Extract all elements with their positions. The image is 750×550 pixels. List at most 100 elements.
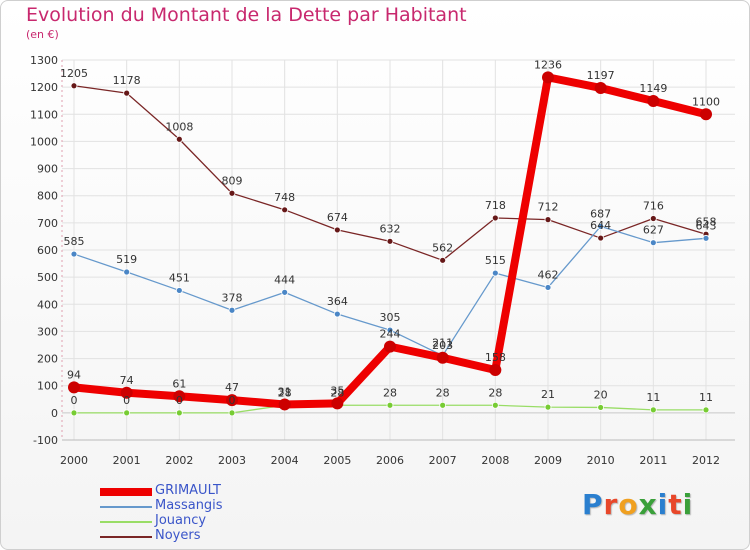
data-label-noyers: 809 (222, 174, 243, 187)
data-label-grimault: 94 (67, 368, 81, 381)
x-tick-label: 2012 (692, 454, 720, 467)
data-label-massangis: 627 (643, 224, 664, 237)
x-tick-label: 2004 (271, 454, 299, 467)
data-label-noyers: 644 (590, 219, 611, 232)
legend-label: Noyers (155, 528, 201, 543)
data-point-grimault (700, 108, 712, 121)
y-tick-label: 1100 (30, 108, 58, 121)
data-label-noyers: 712 (538, 201, 559, 214)
data-point-jouancy (439, 401, 447, 409)
legend-label: Jouancy (155, 513, 207, 528)
data-label-noyers: 1008 (165, 120, 193, 133)
x-tick-label: 2001 (113, 454, 141, 467)
data-point-massangis (333, 310, 341, 318)
x-tick-label: 2002 (165, 454, 193, 467)
data-point-grimault (68, 381, 80, 394)
data-label-noyers: 632 (380, 222, 401, 235)
data-label-grimault: 1236 (534, 58, 562, 71)
y-tick-label: 0 (51, 407, 58, 420)
data-label-massangis: 451 (169, 271, 190, 284)
data-label-massangis: 378 (222, 291, 243, 304)
data-label-grimault: 61 (172, 377, 186, 390)
data-label-noyers: 562 (432, 241, 453, 254)
y-tick-label: 1000 (30, 135, 58, 148)
data-point-noyers (228, 189, 236, 197)
data-label-massangis: 585 (64, 235, 85, 248)
data-label-noyers: 674 (327, 211, 348, 224)
data-label-grimault: 74 (120, 374, 134, 387)
legend-swatch (100, 488, 152, 496)
x-tick-label: 2005 (323, 454, 351, 467)
data-label-noyers: 1205 (60, 67, 88, 80)
data-point-massangis (597, 222, 605, 230)
legend-swatch (100, 521, 152, 523)
data-point-jouancy (544, 403, 552, 411)
x-tick-label: 2008 (481, 454, 509, 467)
data-point-jouancy (228, 409, 236, 417)
y-tick-label: 400 (37, 298, 58, 311)
data-point-grimault (173, 390, 186, 403)
data-point-grimault (489, 363, 502, 376)
data-label-massangis: 515 (485, 254, 506, 267)
data-point-jouancy (123, 409, 131, 417)
data-label-grimault: 244 (380, 328, 401, 341)
logo-letter: o (618, 488, 639, 521)
legend-label: Massangis (155, 498, 223, 513)
data-label-jouancy: 11 (646, 391, 660, 404)
data-point-grimault (542, 71, 554, 84)
data-point-noyers (597, 234, 605, 242)
data-label-massangis: 687 (590, 207, 611, 220)
legend-label: GRIMAULT (155, 483, 221, 498)
data-label-noyers: 716 (643, 200, 664, 213)
data-point-noyers (70, 82, 78, 90)
data-point-noyers (491, 214, 499, 222)
data-point-grimault (278, 398, 291, 411)
data-point-massangis (228, 306, 236, 314)
logo-letter: r (603, 488, 619, 521)
data-point-massangis (702, 234, 710, 242)
data-point-grimault (384, 340, 396, 353)
data-label-jouancy: 0 (71, 394, 78, 407)
chart-subtitle: (en €) (26, 28, 59, 41)
data-point-jouancy (386, 401, 394, 409)
data-point-noyers (123, 89, 131, 97)
data-point-jouancy (491, 401, 499, 409)
data-point-grimault (226, 394, 238, 407)
data-point-jouancy (175, 409, 183, 417)
data-point-massangis (281, 288, 289, 296)
y-tick-label: 500 (37, 271, 58, 284)
data-label-grimault: 1149 (639, 82, 667, 95)
data-point-massangis (70, 250, 78, 258)
data-label-jouancy: 20 (594, 388, 608, 401)
y-tick-label: 600 (37, 244, 58, 257)
data-point-massangis (386, 326, 394, 334)
x-tick-label: 2011 (639, 454, 667, 467)
data-point-noyers (281, 206, 289, 214)
data-label-jouancy: 11 (699, 391, 713, 404)
data-label-jouancy: 28 (330, 386, 344, 399)
data-label-grimault: 1100 (692, 95, 720, 108)
data-label-jouancy: 21 (541, 388, 555, 401)
y-tick-label: 300 (37, 325, 58, 338)
logo-letter: P (582, 488, 604, 521)
data-label-jouancy: 28 (278, 386, 292, 399)
data-label-massangis: 462 (538, 268, 559, 281)
x-tick-label: 2009 (534, 454, 562, 467)
logo-letter: i (657, 488, 669, 521)
data-label-massangis: 211 (432, 337, 453, 350)
data-label-massangis: 444 (274, 273, 295, 286)
data-label-jouancy: 28 (436, 386, 450, 399)
data-point-grimault (647, 94, 660, 107)
data-label-grimault: 31 (278, 385, 292, 398)
data-label-noyers: 1178 (113, 74, 141, 87)
data-point-grimault (436, 351, 449, 364)
data-label-jouancy: 0 (123, 394, 130, 407)
data-point-massangis (491, 269, 499, 277)
data-point-jouancy (702, 406, 710, 414)
logo-letter: x (638, 488, 658, 521)
data-point-jouancy (70, 409, 78, 417)
data-label-noyers: 748 (274, 191, 295, 204)
y-tick-label: 700 (37, 217, 58, 230)
data-label-grimault: 1197 (587, 69, 615, 82)
